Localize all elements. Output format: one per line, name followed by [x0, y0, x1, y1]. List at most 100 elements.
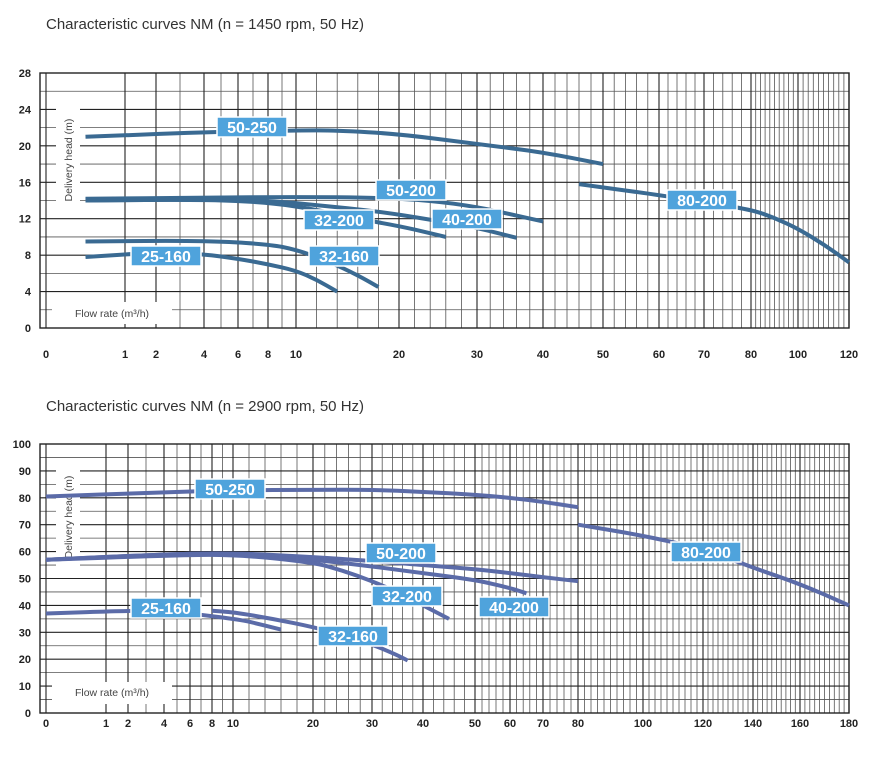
x-tick-label: 0 [43, 349, 49, 361]
x-tick-label: 120 [694, 718, 712, 730]
curve-label-bg [365, 542, 437, 564]
curve-label-bg [216, 116, 288, 138]
curve-label-40-200: 40-200 [489, 600, 539, 617]
x-tick-label: 30 [471, 349, 483, 361]
x-tick-label: 160 [791, 718, 809, 730]
y-axis-label: Delivery head (m) [63, 119, 75, 202]
y-tick-label: 0 [25, 708, 31, 720]
curve-label-50-250: 50-250 [205, 482, 255, 499]
curve-label-25-160: 25-160 [141, 249, 191, 266]
x-tick-label: 20 [393, 349, 405, 361]
x-tick-label: 2 [153, 349, 159, 361]
y-tick-label: 8 [25, 250, 31, 262]
x-tick-label: 50 [597, 349, 609, 361]
grid-1 [39, 443, 850, 714]
curve-label-bg [670, 541, 742, 563]
y-tick-label: 60 [19, 547, 31, 559]
ylabel-bg [56, 462, 80, 570]
x-tick-label: 10 [290, 349, 302, 361]
y-tick-label: 20 [19, 141, 31, 153]
y-tick-label: 90 [19, 466, 31, 478]
x-tick-label: 8 [209, 718, 215, 730]
y-axis-label: Delivery head (m) [63, 476, 75, 559]
x-tick-label: 8 [265, 349, 271, 361]
curve-label-80-200: 80-200 [677, 193, 727, 210]
curve-label-32-200: 32-200 [382, 589, 432, 606]
curve-label-bg [431, 208, 503, 230]
curve-label-bg [303, 209, 375, 231]
curve-label-50-200: 50-200 [386, 183, 436, 200]
curve-50-250 [85, 128, 604, 167]
x-tick-label: 70 [537, 718, 549, 730]
x-tick-label: 20 [307, 718, 319, 730]
x-tick-label: 0 [43, 718, 49, 730]
curve-label-bg [375, 179, 447, 201]
curves-1 [45, 487, 850, 663]
y-tick-label: 16 [19, 177, 31, 189]
plot-border [39, 72, 850, 329]
curve-label-bg [666, 189, 738, 211]
x-tick-label: 30 [366, 718, 378, 730]
curve-label-32-160: 32-160 [328, 629, 378, 646]
curve-80-200 [578, 182, 851, 265]
y-tick-label: 100 [13, 439, 31, 451]
curve-label-40-200: 40-200 [442, 212, 492, 229]
x-tick-label: 40 [417, 718, 429, 730]
x-tick-label: 100 [789, 349, 807, 361]
curve-label-bg [130, 597, 202, 619]
curve-label-bg [194, 478, 266, 500]
x-axis-label: Flow rate (m³/h) [75, 308, 149, 320]
x-tick-label: 50 [469, 718, 481, 730]
x-tick-label: 80 [572, 718, 584, 730]
plot-border [39, 443, 850, 714]
y-tick-label: 70 [19, 520, 31, 532]
y-tick-label: 30 [19, 627, 31, 639]
x-tick-label: 180 [840, 718, 858, 730]
x-tick-label: 140 [744, 718, 762, 730]
x-tick-label: 4 [161, 718, 168, 730]
curve-label-32-200: 32-200 [314, 213, 364, 230]
x-tick-label: 6 [187, 718, 193, 730]
y-tick-label: 24 [19, 104, 32, 116]
curve-32-160 [85, 238, 380, 289]
chart1-title: Characteristic curves NM (n = 1450 rpm, … [46, 16, 365, 33]
x-tick-label: 1 [122, 349, 128, 361]
curve-label-50-250: 50-250 [227, 120, 277, 137]
xlabel-bg [52, 682, 172, 704]
curve-label-bg [371, 585, 443, 607]
x-tick-label: 60 [504, 718, 516, 730]
x-tick-label: 6 [235, 349, 241, 361]
curve-label-bg [130, 245, 202, 267]
curve-label-bg [478, 596, 550, 618]
curve-label-bg [308, 245, 380, 267]
curve-label-80-200: 80-200 [681, 545, 731, 562]
x-tick-label: 1 [103, 718, 109, 730]
y-tick-label: 0 [25, 323, 31, 335]
chart2-title: Characteristic curves NM (n = 2900 rpm, … [46, 398, 365, 415]
curve-label-32-160: 32-160 [319, 249, 369, 266]
ylabel-bg [56, 100, 80, 210]
x-tick-label: 70 [698, 349, 710, 361]
curve-label-bg [317, 625, 389, 647]
xlabel-bg [52, 302, 172, 324]
y-tick-label: 50 [19, 574, 31, 586]
x-tick-label: 4 [201, 349, 208, 361]
y-tick-label: 4 [25, 287, 32, 299]
curve-32-160 [211, 608, 409, 663]
y-tick-label: 20 [19, 654, 31, 666]
curve-label-50-200: 50-200 [376, 546, 426, 563]
x-tick-label: 100 [634, 718, 652, 730]
x-tick-label: 60 [653, 349, 665, 361]
x-axis-label: Flow rate (m³/h) [75, 687, 149, 699]
x-tick-label: 10 [227, 718, 239, 730]
y-tick-label: 40 [19, 600, 31, 612]
x-tick-label: 2 [125, 718, 131, 730]
y-tick-label: 12 [19, 214, 31, 226]
y-tick-label: 28 [19, 68, 31, 80]
x-tick-label: 40 [537, 349, 549, 361]
y-tick-label: 10 [19, 681, 31, 693]
y-tick-label: 80 [19, 493, 31, 505]
curve-50-250 [45, 487, 579, 510]
